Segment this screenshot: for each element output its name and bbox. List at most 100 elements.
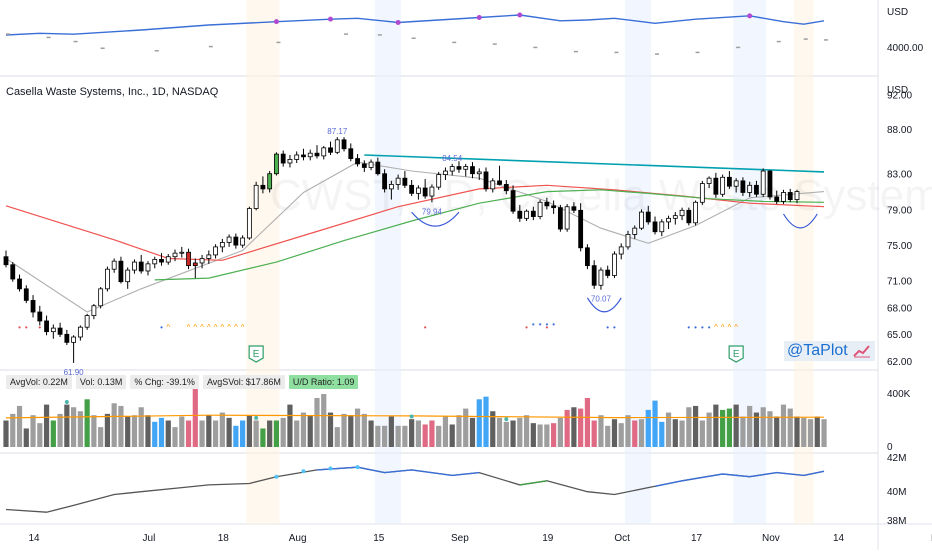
volume-bar	[794, 416, 800, 447]
candle-body	[98, 288, 104, 307]
price-candle	[409, 179, 415, 197]
x-axis-label: Oct	[614, 533, 630, 544]
volume-bar	[37, 423, 43, 447]
price-candle	[544, 197, 550, 210]
bottom-indicator-highlight	[654, 470, 825, 487]
brand-badge: @TaPlot	[784, 341, 875, 361]
signal-marker: •	[525, 323, 528, 332]
candle-body	[301, 154, 306, 158]
signal-marker: ^	[721, 323, 725, 332]
price-candle	[395, 174, 401, 190]
volume-marker-dot	[409, 414, 414, 419]
earnings-badge-label: E	[253, 349, 260, 360]
volume-bar	[172, 427, 178, 447]
top-axis: USD 4000.00	[887, 7, 924, 54]
candle-body	[355, 158, 360, 165]
price-candle	[443, 167, 448, 180]
candle-body	[118, 260, 124, 283]
volume-bar	[16, 405, 23, 447]
candle-body	[84, 315, 90, 328]
price-candle	[105, 266, 110, 292]
candle-body	[44, 320, 49, 333]
price-candle	[591, 260, 597, 289]
candle-body	[57, 327, 63, 335]
volume-bar	[334, 427, 340, 447]
price-candle	[774, 190, 780, 205]
volume-bar	[780, 404, 787, 447]
bottom-signal-dot	[328, 466, 333, 471]
volume-bar	[348, 415, 354, 447]
volume-bar	[273, 420, 280, 447]
volume-stat: AvgVol: 0.22M	[6, 375, 72, 389]
volume-bar	[436, 425, 442, 447]
price-axis-label: 92.00	[887, 90, 912, 101]
volume-bar	[354, 408, 361, 447]
volume-axis-label: 0	[887, 442, 893, 453]
signal-marker: •	[613, 323, 616, 332]
volume-bar	[645, 409, 651, 447]
x-axis-label: 14	[833, 533, 845, 544]
candle-body	[699, 183, 705, 203]
price-candle	[672, 212, 678, 225]
candle-body	[64, 333, 70, 343]
volume-bar	[104, 413, 111, 447]
volume-bar	[814, 416, 820, 447]
signal-marker: •	[545, 320, 548, 329]
price-candle	[118, 256, 124, 284]
candle-body	[361, 163, 367, 168]
bottom-signal-dot	[301, 469, 306, 474]
candle-body	[787, 192, 793, 200]
candle-body	[23, 288, 29, 301]
price-candle	[497, 165, 502, 186]
volume-bar	[321, 394, 327, 447]
volume-bar	[720, 409, 726, 447]
price-candle	[294, 151, 300, 164]
candle-body	[402, 177, 408, 186]
price-candle	[510, 185, 516, 214]
volume-bar	[3, 420, 9, 447]
volume-bar	[510, 420, 516, 447]
price-candle	[226, 234, 232, 247]
volume-stats-bar: AvgVol: 0.22M Vol: 0.13M% Chg: -39.1% AvgS…	[6, 375, 359, 389]
volume-bar	[165, 420, 171, 447]
volume-bar	[253, 420, 259, 447]
volume-axis: 400K 0	[887, 389, 911, 453]
candle-body	[382, 173, 387, 190]
candle-body	[463, 166, 469, 170]
x-axis-label: Jul	[143, 533, 156, 544]
volume-bar	[300, 412, 307, 447]
candle-body	[138, 261, 144, 272]
top-dash-mark	[655, 53, 660, 55]
price-candle	[321, 146, 327, 160]
top-signal-dot	[747, 13, 753, 19]
candle-body	[510, 190, 516, 212]
volume-bar	[361, 413, 367, 447]
volume-bar	[652, 400, 658, 447]
signal-marker: •	[424, 323, 427, 332]
volume-bar	[557, 417, 563, 447]
volume-bar	[821, 419, 827, 447]
low-label-jun: 61.90	[64, 368, 85, 377]
price-candle	[280, 150, 286, 167]
bottom-signal-dot	[355, 465, 360, 470]
candle-body	[578, 209, 584, 249]
volume-bar	[30, 415, 36, 447]
price-candle	[64, 329, 70, 346]
price-candle	[287, 154, 293, 168]
bottom-axis-label: 40M	[887, 487, 906, 498]
volume-bar	[564, 409, 570, 447]
high-label-aug: 87.17	[327, 127, 348, 136]
price-candle	[760, 168, 766, 197]
signal-marker: ^	[734, 323, 738, 332]
price-candle	[253, 181, 259, 211]
volume-bar	[246, 415, 252, 447]
volume-axis-label: 400K	[887, 389, 911, 400]
cup-arc	[411, 211, 460, 227]
price-candle	[77, 325, 83, 341]
volume-bar	[395, 425, 401, 447]
volume-bar	[699, 420, 705, 447]
price-candle	[551, 200, 557, 214]
price-axis-label: 75.00	[887, 241, 912, 252]
volume-bar	[145, 415, 151, 447]
candle-body	[253, 184, 259, 209]
